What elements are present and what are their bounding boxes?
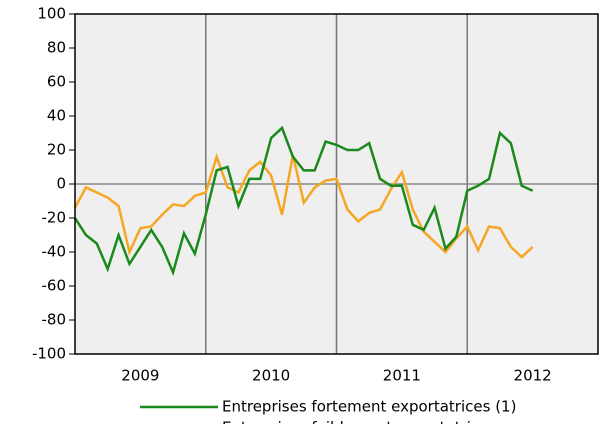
legend-label: Entreprises fortement exportatrices (1): [222, 398, 516, 416]
y-tick-label: 0: [56, 175, 66, 193]
plot-border: [74, 13, 599, 355]
y-tick-label: 60: [47, 73, 66, 91]
y-tick-label: -40: [42, 243, 67, 261]
y-tick-label: 20: [47, 141, 66, 159]
x-tick-label: 2010: [252, 367, 290, 385]
legend-label: Entreprises faiblement exportatrices: [222, 419, 496, 424]
x-tick-label: 2011: [383, 367, 421, 385]
y-tick-label: -60: [42, 277, 67, 295]
y-tick-label: -20: [42, 209, 67, 227]
y-tick-label: 100: [37, 5, 66, 23]
y-tick-label: 80: [47, 39, 66, 57]
series-line: [73, 125, 534, 277]
y-tick-label: -80: [42, 311, 67, 329]
x-tick-label: 2009: [121, 367, 159, 385]
y-tick-label: 40: [47, 107, 66, 125]
y-tick-label: -100: [32, 345, 66, 363]
x-tick-label: 2012: [514, 367, 552, 385]
